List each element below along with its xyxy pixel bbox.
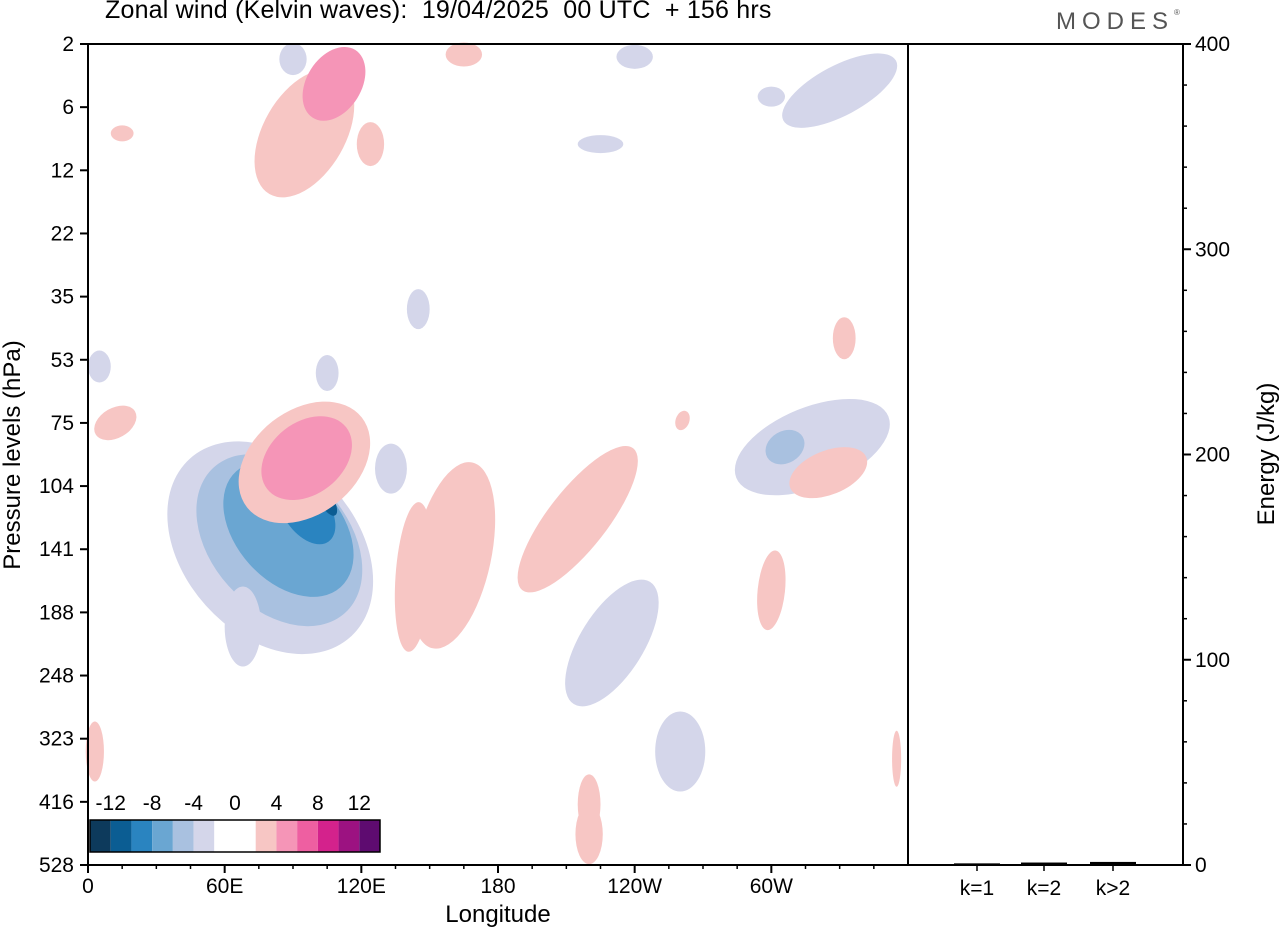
contour-region bbox=[279, 43, 307, 76]
y-tick-label: 75 bbox=[51, 412, 74, 435]
chart-title: Zonal wind (Kelvin waves): 19/04/2025 00… bbox=[105, 0, 772, 24]
x-tick-label: 180 bbox=[480, 875, 515, 898]
colorbar-swatch bbox=[90, 820, 111, 852]
colorbar-swatch bbox=[152, 820, 173, 852]
contour-region bbox=[445, 42, 483, 67]
x-tick-label: 120E bbox=[337, 875, 386, 898]
colorbar-swatch bbox=[317, 820, 339, 852]
energy-category-label: k=2 bbox=[1027, 877, 1061, 900]
contour-region bbox=[892, 730, 902, 787]
energy-category-label: k>2 bbox=[1096, 877, 1130, 900]
x-axis-label: Longitude bbox=[445, 901, 550, 928]
contour-region bbox=[616, 44, 653, 69]
y-tick-label: 53 bbox=[51, 349, 74, 372]
contour-region bbox=[517, 445, 638, 593]
contour-region bbox=[110, 125, 134, 142]
contour-region bbox=[577, 135, 624, 154]
energy-tick-label: 400 bbox=[1195, 33, 1230, 56]
y-axis-label: Pressure levels (hPa) bbox=[0, 340, 26, 569]
contour-region bbox=[85, 721, 104, 782]
x-tick-label: 0 bbox=[82, 875, 94, 898]
colorbar-label: 8 bbox=[312, 792, 324, 815]
colorbar-label: 0 bbox=[229, 792, 241, 815]
contour-region bbox=[789, 447, 868, 499]
modes-logo: MODES® bbox=[1056, 8, 1180, 35]
contour-region bbox=[409, 462, 496, 649]
y-tick-label: 323 bbox=[39, 728, 74, 751]
energy-axis-label: Energy (J/kg) bbox=[1253, 383, 1280, 526]
contour-region bbox=[565, 579, 659, 707]
contour-region bbox=[375, 443, 407, 494]
contour-region bbox=[765, 429, 805, 465]
y-tick-label: 22 bbox=[51, 222, 74, 245]
y-tick-label: 104 bbox=[39, 475, 74, 498]
colorbar-swatch bbox=[131, 820, 153, 852]
energy-bar bbox=[1090, 861, 1136, 865]
energy-tick-label: 0 bbox=[1195, 854, 1207, 877]
y-tick-label: 248 bbox=[39, 665, 74, 688]
y-tick-label: 12 bbox=[51, 159, 74, 182]
colorbar: -12 -8 -4 0 4 8 12 bbox=[89, 792, 381, 853]
contour-region bbox=[757, 86, 785, 107]
contour-region bbox=[675, 410, 690, 431]
energy-bar bbox=[1021, 862, 1067, 865]
x-tick-label: 60W bbox=[750, 875, 793, 898]
energy-bar bbox=[954, 863, 1000, 865]
energy-tick-label: 200 bbox=[1195, 444, 1230, 467]
wind-contours bbox=[85, 42, 902, 865]
colorbar-swatch bbox=[276, 820, 298, 852]
contour-region bbox=[356, 122, 385, 167]
colorbar-swatch bbox=[110, 820, 132, 852]
colorbar-swatch bbox=[214, 820, 235, 852]
contour-region bbox=[655, 711, 706, 792]
colorbar-label: 4 bbox=[271, 792, 283, 815]
y-tick-label: 35 bbox=[51, 286, 74, 309]
contour-region bbox=[757, 550, 786, 631]
contour-region bbox=[832, 317, 856, 360]
contour-region bbox=[94, 405, 137, 441]
contour-region bbox=[315, 355, 339, 392]
colorbar-swatch bbox=[255, 820, 277, 852]
y-tick-label: 416 bbox=[39, 791, 74, 814]
colorbar-swatch bbox=[193, 820, 215, 852]
colorbar-swatch bbox=[359, 820, 380, 852]
colorbar-swatch bbox=[235, 820, 256, 852]
energy-tick-label: 100 bbox=[1195, 649, 1230, 672]
colorbar-label: -8 bbox=[143, 792, 162, 815]
colorbar-label: -12 bbox=[96, 792, 126, 815]
colorbar-label: 12 bbox=[348, 792, 371, 815]
contour-region bbox=[575, 804, 603, 865]
x-tick-label: 60E bbox=[206, 875, 243, 898]
contour-region bbox=[224, 586, 262, 667]
energy-frame bbox=[907, 43, 1184, 866]
x-tick-label: 120W bbox=[607, 875, 662, 898]
contour-region bbox=[406, 289, 430, 330]
contour-region bbox=[88, 350, 111, 383]
energy-tick-label: 300 bbox=[1195, 238, 1230, 261]
y-tick-label: 2 bbox=[62, 33, 74, 56]
contour-region bbox=[302, 46, 366, 121]
y-tick-label: 141 bbox=[39, 538, 74, 561]
colorbar-swatch bbox=[338, 820, 360, 852]
colorbar-swatch bbox=[297, 820, 318, 852]
contour-region bbox=[261, 416, 352, 501]
y-tick-label: 6 bbox=[62, 96, 74, 119]
contour-region bbox=[782, 53, 898, 128]
colorbar-frame bbox=[89, 819, 381, 853]
y-tick-label: 188 bbox=[39, 601, 74, 624]
energy-panel: 0 100 200 300 400 k=1 k=2 k>2 Energy (J/kg) bbox=[907, 33, 1280, 900]
colorbar-label: -4 bbox=[184, 792, 203, 815]
y-tick-label: 528 bbox=[39, 854, 74, 877]
colorbar-swatch bbox=[172, 820, 194, 852]
energy-category-label: k=1 bbox=[960, 877, 994, 900]
